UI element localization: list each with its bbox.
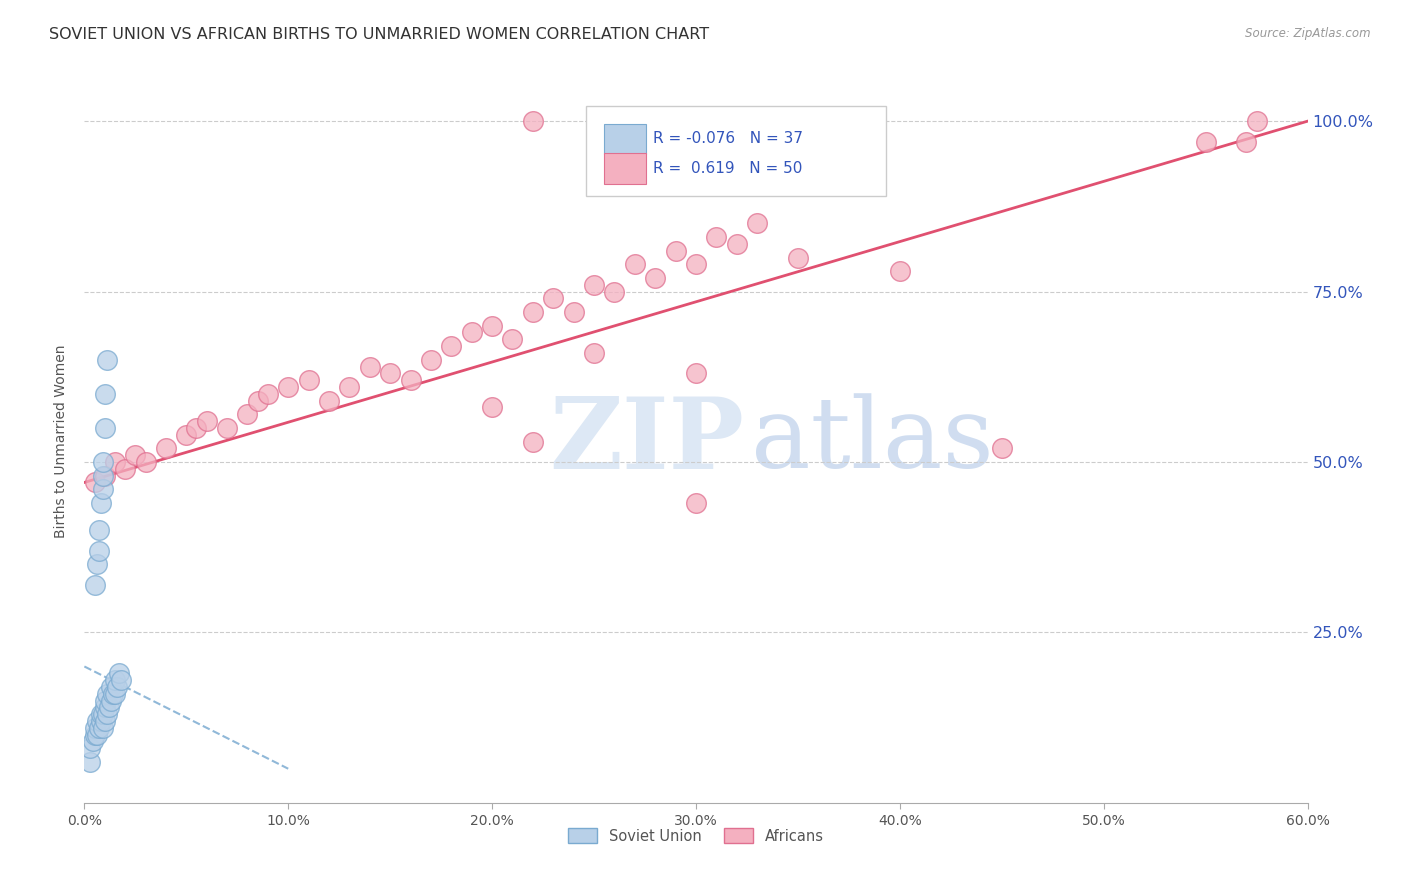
Point <box>502 332 524 346</box>
Point <box>522 114 544 128</box>
Point <box>79 755 101 769</box>
Point <box>603 285 626 299</box>
Point <box>90 496 112 510</box>
Point <box>481 318 503 333</box>
Point <box>583 346 606 360</box>
Point <box>79 741 101 756</box>
Text: SOVIET UNION VS AFRICAN BIRTHS TO UNMARRIED WOMEN CORRELATION CHART: SOVIET UNION VS AFRICAN BIRTHS TO UNMARR… <box>49 27 710 42</box>
Text: R =  0.619   N = 50: R = 0.619 N = 50 <box>654 161 803 176</box>
Point <box>96 707 118 722</box>
Point <box>706 230 728 244</box>
Point <box>685 367 707 381</box>
Point <box>96 352 118 367</box>
Point <box>91 455 114 469</box>
Point <box>991 442 1014 456</box>
Point <box>522 434 544 449</box>
Text: Source: ZipAtlas.com: Source: ZipAtlas.com <box>1246 27 1371 40</box>
Point <box>380 367 402 381</box>
Point <box>195 414 218 428</box>
Point <box>114 462 136 476</box>
Point <box>93 700 115 714</box>
Point <box>101 687 124 701</box>
Point <box>583 277 606 292</box>
Point <box>1195 135 1218 149</box>
Point <box>339 380 361 394</box>
Point <box>93 387 115 401</box>
Point <box>91 707 114 722</box>
Point <box>104 455 127 469</box>
Point <box>104 687 127 701</box>
Point <box>787 251 810 265</box>
Point <box>685 257 707 271</box>
FancyBboxPatch shape <box>586 105 886 196</box>
Point <box>86 714 108 728</box>
Point <box>93 468 115 483</box>
Point <box>83 728 105 742</box>
Point <box>100 680 122 694</box>
Point <box>562 305 585 319</box>
Point <box>93 421 115 435</box>
Point <box>359 359 381 374</box>
Point <box>93 714 115 728</box>
Y-axis label: Births to Unmarried Women: Births to Unmarried Women <box>55 345 69 538</box>
Point <box>624 257 647 271</box>
Text: R = -0.076   N = 37: R = -0.076 N = 37 <box>654 131 803 146</box>
Point <box>91 482 114 496</box>
Point <box>83 721 105 735</box>
FancyBboxPatch shape <box>605 124 645 154</box>
Point <box>108 666 131 681</box>
Point <box>217 421 239 435</box>
Point <box>1236 135 1258 149</box>
Point <box>522 305 544 319</box>
Point <box>110 673 132 687</box>
Text: ZIP: ZIP <box>550 393 744 490</box>
Point <box>87 543 110 558</box>
Point <box>87 721 110 735</box>
Point <box>100 693 122 707</box>
Point <box>155 442 177 456</box>
Point <box>257 387 280 401</box>
Point <box>83 577 105 591</box>
Point <box>298 373 321 387</box>
Point <box>399 373 422 387</box>
Point <box>246 393 269 408</box>
Point <box>135 455 157 469</box>
Point <box>86 728 108 742</box>
Point <box>87 523 110 537</box>
Point <box>889 264 911 278</box>
Legend: Soviet Union, Africans: Soviet Union, Africans <box>562 822 830 850</box>
Point <box>277 380 299 394</box>
Point <box>665 244 688 258</box>
Point <box>440 339 463 353</box>
Point <box>91 721 114 735</box>
Point <box>91 468 114 483</box>
Point <box>1246 114 1268 128</box>
Point <box>93 693 115 707</box>
Point <box>420 352 443 367</box>
Point <box>186 421 208 435</box>
Point <box>318 393 340 408</box>
Point <box>747 216 769 230</box>
Point <box>725 236 748 251</box>
Point <box>124 448 146 462</box>
Point <box>105 680 128 694</box>
Point <box>96 687 118 701</box>
Point <box>644 271 666 285</box>
Text: atlas: atlas <box>751 393 994 490</box>
Point <box>543 292 565 306</box>
Point <box>97 700 120 714</box>
Point <box>236 407 259 421</box>
FancyBboxPatch shape <box>605 153 645 184</box>
Point <box>82 734 104 748</box>
Point <box>104 673 127 687</box>
Point <box>86 558 108 572</box>
Point <box>90 707 112 722</box>
Point <box>83 475 105 490</box>
Point <box>174 427 197 442</box>
Point <box>90 714 112 728</box>
Point <box>685 496 707 510</box>
Point <box>481 401 503 415</box>
Point <box>461 326 484 340</box>
